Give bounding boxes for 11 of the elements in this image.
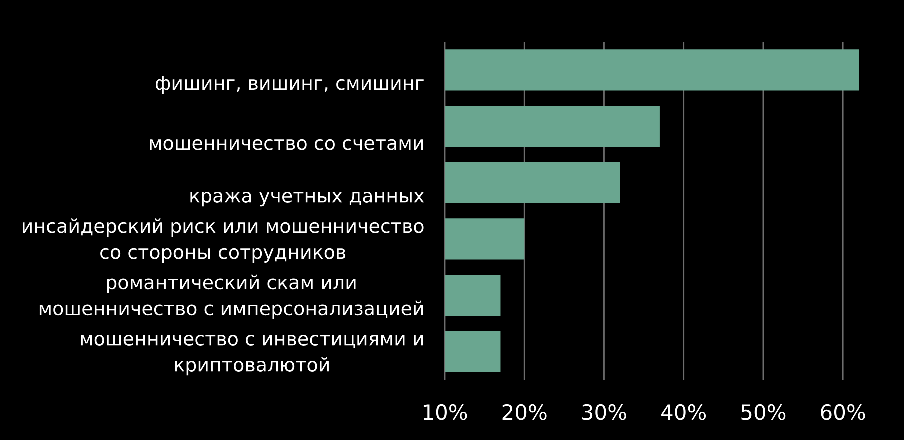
x-tick-label: 10% [424,404,468,420]
y-tick-label: фишинг, вишинг, смишинг [156,76,424,94]
y-tick-label: мошенничество со счетами [150,139,424,150]
x-tick-label: 60% [821,404,866,420]
x-tick-label: 20% [502,404,547,420]
x-tick-label: 50% [742,404,786,420]
y-tick-label: кража учетных данных [190,192,424,207]
x-tick-label: 30% [582,404,626,420]
y-tick-label: мошенничество с инвестициями и криптовалютой [81,335,424,376]
x-tick-label: 40% [662,404,706,420]
y-tick-label: романтический скам или мошенничество с имперсонализацией [40,274,424,320]
